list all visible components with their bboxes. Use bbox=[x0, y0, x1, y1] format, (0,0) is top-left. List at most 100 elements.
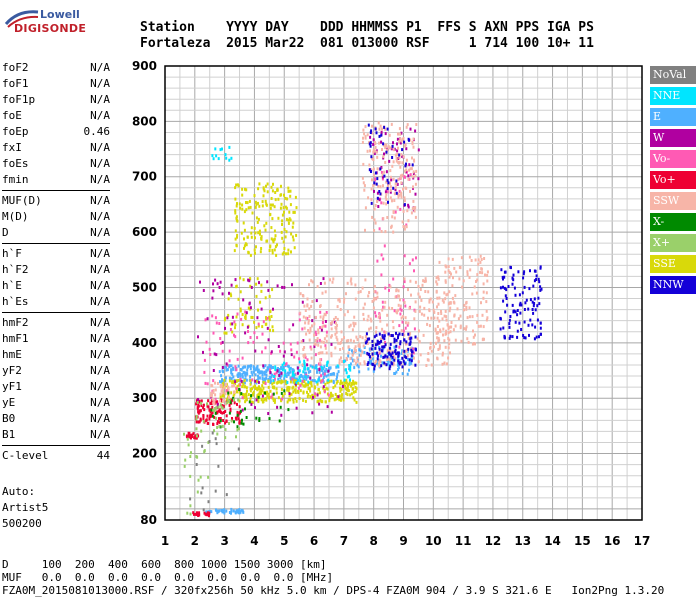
echo-point-sse bbox=[339, 382, 342, 386]
echo-point-ssw bbox=[384, 146, 387, 150]
echo-point-ssw bbox=[362, 306, 365, 310]
echo-point-ssw bbox=[389, 169, 392, 173]
echo-point-w bbox=[288, 392, 291, 396]
echo-point-ssw bbox=[363, 362, 366, 366]
echo-point-sse bbox=[244, 400, 247, 404]
echo-point-ssw bbox=[428, 308, 431, 312]
echo-point-nnw bbox=[503, 335, 506, 339]
echo-point-ssw bbox=[389, 175, 392, 179]
echo-point-ssw bbox=[374, 297, 377, 301]
echo-point-sse bbox=[243, 379, 246, 383]
echo-point-e bbox=[262, 365, 265, 369]
echo-point-xminus bbox=[239, 409, 242, 413]
echo-point-ssw bbox=[442, 300, 445, 304]
param-value: N/A bbox=[90, 247, 110, 260]
echo-point-nnw bbox=[411, 350, 413, 354]
echo-point-nnw bbox=[407, 347, 410, 351]
echo-point-ssw bbox=[305, 332, 308, 336]
echo-point-ssw bbox=[375, 360, 378, 363]
echo-point-nnw bbox=[401, 356, 404, 360]
echo-point-nnw bbox=[404, 164, 407, 168]
echo-point-ssw bbox=[324, 346, 327, 350]
echo-point-ssw bbox=[343, 297, 346, 301]
echo-point-sse bbox=[280, 230, 283, 234]
echo-point-ssw bbox=[451, 296, 454, 300]
echo-point-ssw bbox=[372, 148, 375, 152]
param-group-heights: h`F N/A h`F2 N/A h`E N/A h`Es N/A bbox=[2, 246, 110, 310]
echo-point-nnw bbox=[395, 331, 397, 335]
echo-point-ssw bbox=[409, 167, 412, 171]
echo-point-ssw bbox=[329, 278, 331, 282]
x-tick-label: 14 bbox=[544, 534, 561, 548]
echo-point-sse bbox=[290, 250, 292, 254]
echo-point-ssw bbox=[322, 315, 325, 319]
echo-point-ssw bbox=[373, 290, 376, 293]
echo-point-vominus bbox=[264, 346, 267, 350]
echo-point-ssw bbox=[444, 279, 447, 283]
echo-point-voplus bbox=[217, 409, 220, 413]
echo-point-sse bbox=[292, 380, 295, 384]
echo-point-sse bbox=[254, 251, 256, 255]
x-tick-labels: 1 2 3 4 5 6 7 8 9 10 11 12 13 14 15 16 17 bbox=[161, 534, 651, 548]
echo-point-ssw bbox=[337, 298, 340, 302]
echo-point-ssw bbox=[364, 125, 367, 129]
echo-point-sse bbox=[286, 197, 289, 201]
echo-point-w bbox=[266, 280, 269, 284]
echo-point-ssw bbox=[471, 292, 474, 296]
echo-point-ssw bbox=[310, 279, 313, 283]
echo-point-w bbox=[197, 398, 200, 402]
echo-point-e bbox=[241, 366, 244, 370]
echo-point-nnw bbox=[500, 268, 503, 272]
echo-point-ssw bbox=[436, 357, 439, 361]
echo-point-voplus bbox=[216, 400, 219, 404]
echo-point-vominus bbox=[220, 341, 222, 345]
echo-point-nnw bbox=[368, 352, 371, 356]
echo-point-sse bbox=[245, 243, 248, 247]
echo-point-ssw bbox=[356, 359, 359, 363]
echo-point-ssw bbox=[405, 125, 408, 129]
echo-point-ssw bbox=[412, 356, 415, 360]
echo-point-w bbox=[241, 408, 244, 412]
echo-point-nnw bbox=[527, 323, 530, 327]
echo-point-nnw bbox=[528, 333, 530, 337]
echo-point-ssw bbox=[367, 196, 370, 200]
x-tick-label: 13 bbox=[514, 534, 531, 548]
echo-point-e bbox=[263, 377, 266, 381]
echo-point-ssw bbox=[378, 364, 381, 368]
echo-point-e bbox=[261, 372, 264, 376]
echo-point-w bbox=[212, 282, 214, 286]
echo-point-xplus bbox=[195, 417, 198, 421]
echo-point-vominus bbox=[234, 335, 237, 339]
echo-point-sse bbox=[261, 325, 264, 329]
echo-point-e bbox=[252, 370, 255, 374]
echo-point-ssw bbox=[377, 121, 380, 125]
echo-point-sse bbox=[229, 322, 232, 326]
echo-point-e bbox=[336, 375, 338, 379]
echo-point-sse bbox=[341, 393, 343, 397]
echo-point-vominus bbox=[206, 382, 209, 386]
echo-point-sse bbox=[281, 394, 284, 398]
echo-point-vominus bbox=[324, 324, 327, 328]
echo-point-vominus bbox=[204, 381, 207, 385]
echo-point-nnw bbox=[366, 363, 369, 366]
echo-point-e bbox=[205, 510, 208, 514]
echo-point-ssw bbox=[397, 289, 400, 293]
echo-point-nnw bbox=[539, 265, 542, 269]
echo-point-ssw bbox=[386, 358, 389, 361]
echo-point-e bbox=[410, 357, 413, 361]
echo-point-ssw bbox=[221, 387, 224, 391]
echo-point-nnw bbox=[505, 297, 508, 300]
echo-point-e bbox=[226, 368, 229, 372]
echo-point-ssw bbox=[368, 291, 371, 294]
echo-point-ssw bbox=[401, 161, 404, 165]
echo-point-ssw bbox=[430, 316, 433, 320]
echo-point-ssw bbox=[411, 140, 414, 144]
echo-point-ssw bbox=[433, 316, 436, 320]
echo-point-sse bbox=[250, 315, 253, 319]
echo-point-sse bbox=[262, 380, 265, 384]
echo-point-ssw bbox=[417, 292, 420, 296]
echo-point-sse bbox=[255, 216, 258, 220]
echo-point-sse bbox=[261, 200, 264, 204]
echo-point-voplus bbox=[205, 513, 208, 517]
echo-point-ssw bbox=[479, 260, 482, 264]
